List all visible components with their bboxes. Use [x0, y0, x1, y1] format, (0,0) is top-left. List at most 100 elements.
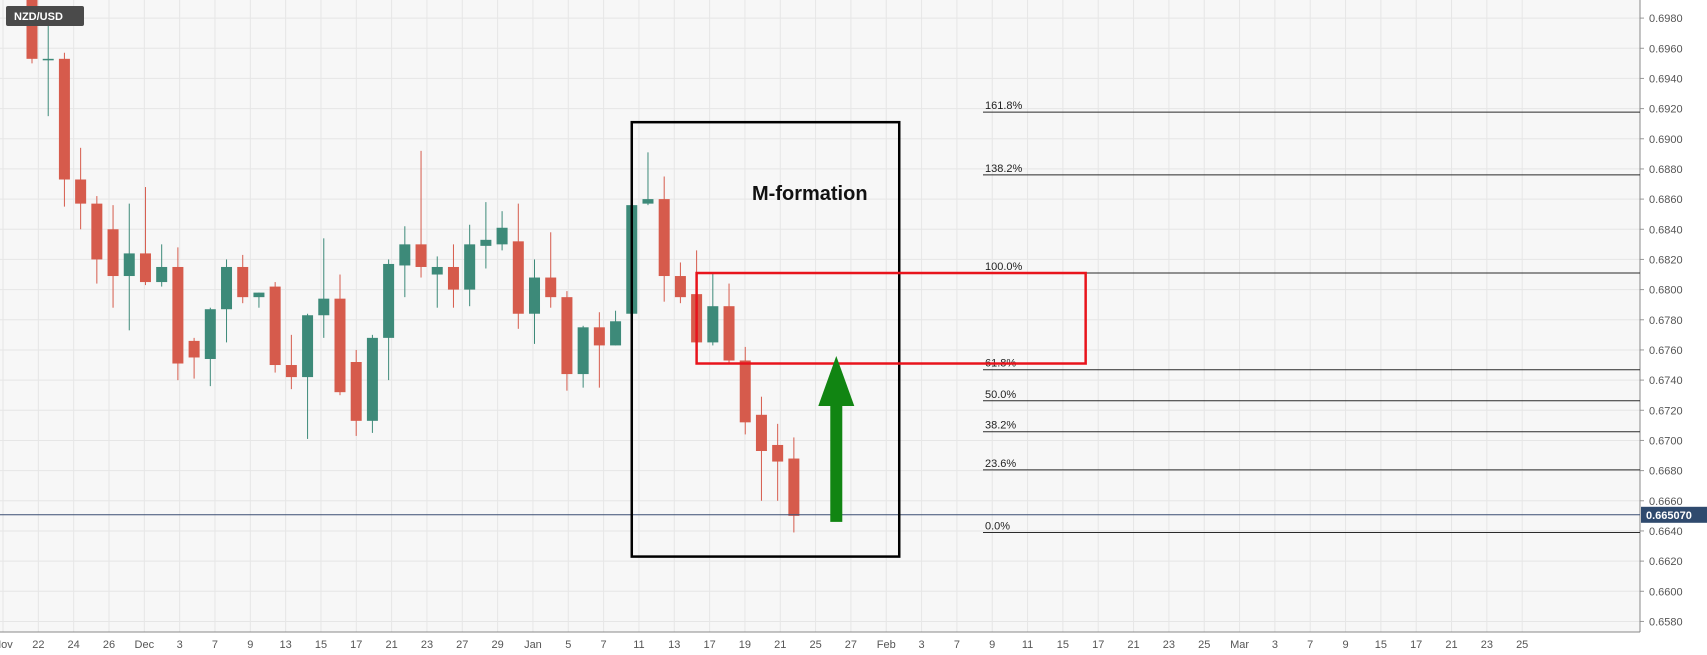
- candle-body: [285, 365, 297, 378]
- candle-body: [431, 266, 443, 275]
- candle-body: [334, 298, 346, 393]
- candle-body: [739, 360, 751, 423]
- candle: [269, 282, 281, 373]
- candle: [91, 196, 103, 284]
- candle: [75, 147, 87, 230]
- candle: [139, 187, 151, 286]
- candle-body: [107, 229, 119, 277]
- candle: [610, 310, 622, 346]
- candle: [642, 152, 654, 206]
- y-tick-label: 0.6800: [1649, 285, 1683, 297]
- candle-body: [383, 263, 395, 338]
- candle-body: [302, 315, 314, 378]
- candle: [464, 224, 476, 307]
- resistance-zone-box: [695, 271, 1087, 365]
- candle-body: [674, 276, 686, 298]
- candle: [447, 244, 459, 308]
- candle: [674, 262, 686, 304]
- y-tick-label: 0.6640: [1649, 526, 1683, 538]
- fib-level-label: 100.0%: [985, 261, 1023, 273]
- y-tick-label: 0.6920: [1649, 104, 1683, 116]
- fib-level-label: 161.8%: [985, 100, 1023, 112]
- candle-body: [399, 244, 411, 266]
- x-tick-label: 17: [1410, 639, 1422, 651]
- x-tick-label: 23: [421, 639, 433, 651]
- candle-body: [172, 266, 184, 364]
- x-tick-label: 26: [103, 639, 115, 651]
- x-tick-label: 24: [68, 639, 80, 651]
- candle-body: [58, 58, 70, 180]
- candle-body: [658, 199, 670, 277]
- candle-body: [447, 266, 459, 290]
- up-arrow-head: [818, 355, 855, 406]
- candle: [739, 346, 751, 435]
- candle-body: [529, 277, 541, 314]
- candle: [496, 211, 508, 251]
- x-tick-label: 21: [1127, 639, 1139, 651]
- fib-level-label: 23.6%: [985, 458, 1016, 470]
- x-tick-label: 21: [386, 639, 398, 651]
- x-tick-label: Mar: [1230, 639, 1249, 651]
- y-tick-label: 0.6840: [1649, 224, 1683, 236]
- x-tick-label: 9: [1342, 639, 1348, 651]
- x-tick-label: 9: [247, 639, 253, 651]
- x-tick-label: 15: [315, 639, 327, 651]
- x-tick-label: 25: [1516, 639, 1528, 651]
- candle: [593, 312, 605, 388]
- candle: [788, 437, 800, 533]
- y-tick-label: 0.6660: [1649, 496, 1683, 508]
- x-tick-label: 7: [954, 639, 960, 651]
- candle: [512, 203, 524, 329]
- m-formation-label: M-formation: [752, 183, 868, 205]
- current-price-badge: 0.665070: [1641, 506, 1707, 523]
- candle: [431, 256, 443, 308]
- candle-body: [415, 244, 427, 267]
- candle-body: [123, 253, 135, 277]
- candle: [156, 244, 168, 287]
- candle-body: [318, 298, 330, 316]
- x-tick-label: 27: [845, 639, 857, 651]
- x-tick-label: 7: [1307, 639, 1313, 651]
- x-tick-label: 11: [1022, 639, 1033, 651]
- x-tick-label: 9: [989, 639, 995, 651]
- candle: [772, 423, 784, 501]
- candle: [383, 259, 395, 381]
- y-tick-label: 0.6960: [1649, 43, 1683, 55]
- x-tick-label: 27: [456, 639, 468, 651]
- candle: [42, 18, 54, 117]
- y-tick-label: 0.6980: [1649, 13, 1683, 25]
- candle-body: [188, 340, 200, 358]
- candle: [658, 176, 670, 302]
- candle: [221, 259, 233, 343]
- m-formation-box: [630, 120, 901, 558]
- candle-body: [593, 327, 605, 346]
- current-price-value: 0.665070: [1646, 510, 1692, 522]
- candle: [188, 337, 200, 379]
- y-tick-label: 0.6680: [1649, 466, 1683, 478]
- candle: [399, 226, 411, 298]
- candle-body: [139, 253, 151, 283]
- candle-body: [156, 266, 168, 283]
- x-tick-label: 15: [1375, 639, 1387, 651]
- x-tick-label: Nov: [0, 639, 13, 651]
- current-price-badge-bg: [1641, 506, 1707, 523]
- y-tick-label: 0.6600: [1649, 586, 1683, 598]
- candle-body: [42, 58, 54, 61]
- fib-level-label: 138.2%: [985, 163, 1023, 175]
- plot-background: [0, 0, 1640, 632]
- x-tick-label: 13: [280, 639, 292, 651]
- candle: [707, 273, 719, 346]
- y-tick-label: 0.6620: [1649, 556, 1683, 568]
- fib-level-label: 50.0%: [985, 389, 1016, 401]
- candle: [107, 205, 119, 308]
- candle-body: [723, 306, 735, 361]
- y-tick-label: 0.6700: [1649, 435, 1683, 447]
- candle: [723, 283, 735, 364]
- up-arrow-shaft: [830, 405, 843, 522]
- candle-body: [755, 414, 767, 451]
- y-tick-label: 0.6820: [1649, 254, 1683, 266]
- y-tick-label: 0.6880: [1649, 164, 1683, 176]
- candle: [26, 0, 38, 64]
- candle: [123, 203, 135, 331]
- candle-body: [772, 444, 784, 462]
